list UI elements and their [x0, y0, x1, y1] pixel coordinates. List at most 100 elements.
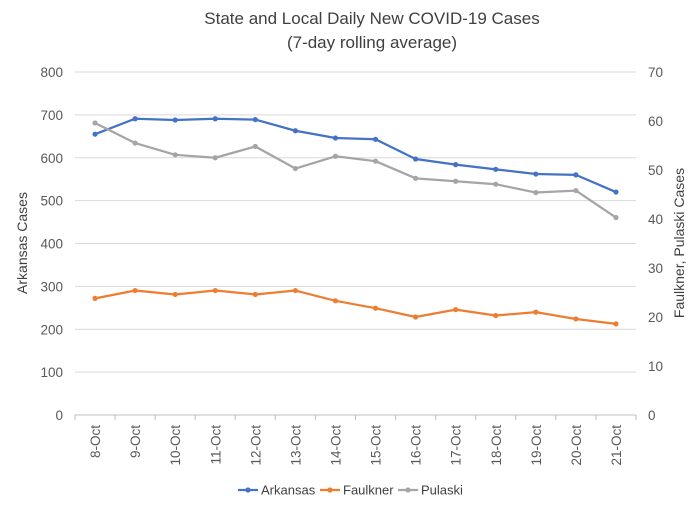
legend-item-pulaski: Pulaski [398, 483, 463, 498]
data-point-faulkner [292, 287, 298, 294]
y-tick-label: 100 [40, 365, 63, 380]
y-tick-label: 700 [40, 108, 63, 123]
data-point-faulkner [172, 291, 178, 298]
data-point-pulaski [132, 140, 138, 146]
data-point-faulkner [212, 287, 218, 294]
y2-tick-label: 30 [648, 261, 663, 276]
y2-tick-label: 50 [648, 163, 663, 178]
x-tick-label: 14-Oct [328, 425, 343, 466]
x-tick-label: 12-Oct [248, 425, 263, 466]
data-point-pulaski [292, 165, 298, 172]
legend-item-faulkner: Faulkner [320, 483, 394, 498]
data-point-pulaski [493, 181, 499, 187]
y-tick-label: 600 [40, 151, 63, 166]
x-tick-label: 15-Oct [369, 425, 384, 466]
data-point-arkansas [292, 128, 298, 134]
data-point-arkansas [493, 166, 499, 172]
legend-swatch-marker [245, 487, 251, 493]
data-point-arkansas [92, 131, 98, 137]
gridlines [75, 71, 636, 373]
x-tick-label: 21-Oct [609, 425, 624, 466]
chart-subtitle: (7-day rolling average) [287, 33, 457, 52]
y-tick-label: 800 [40, 65, 63, 80]
x-tick-label: 19-Oct [529, 425, 544, 466]
y2-tick-label: 10 [648, 359, 663, 374]
x-tick-label: 18-Oct [489, 425, 504, 466]
x-tick-label: 8-Oct [88, 425, 103, 458]
data-point-faulkner [533, 309, 539, 315]
data-point-faulkner [573, 316, 579, 322]
x-tick-label: 13-Oct [288, 425, 303, 466]
right-axis-ticks: 0 10 20 30 40 50 60 70 [648, 65, 663, 423]
series-faulkner [92, 287, 619, 327]
data-point-arkansas [132, 116, 138, 122]
data-point-faulkner [453, 307, 459, 313]
series-line-pulaski [94, 121, 617, 219]
data-point-pulaski [332, 153, 339, 159]
x-tick-label: 9-Oct [128, 425, 143, 458]
data-point-arkansas [372, 136, 379, 142]
data-point-arkansas [613, 189, 619, 195]
data-point-faulkner [92, 295, 98, 301]
legend-label: Pulaski [421, 483, 463, 498]
y-axis-title-right: Faulkner, Pulaski Cases [671, 168, 687, 318]
data-point-pulaski [212, 155, 218, 161]
y-tick-label: 400 [40, 237, 63, 252]
data-point-faulkner [332, 298, 339, 304]
data-point-pulaski [613, 214, 619, 221]
series-line-arkansas [94, 117, 617, 194]
chart-title: State and Local Daily New COVID-19 Cases [204, 9, 539, 28]
x-axis-ticks: 8-Oct 9-Oct 10-Oct 11-Oct 12-Oct 13-Oct 14-Oct… [74, 415, 637, 466]
data-point-pulaski [92, 120, 98, 126]
data-point-pulaski [413, 175, 419, 181]
y-axis-title-left: Arkansas Cases [14, 192, 30, 294]
data-point-arkansas [172, 117, 178, 123]
left-axis-ticks: 0 100 200 300 400 500 600 700 800 [40, 65, 63, 423]
data-point-arkansas [413, 156, 419, 162]
x-tick-label: 10-Oct [168, 425, 183, 466]
y2-tick-label: 40 [648, 212, 663, 227]
x-tick-label: 16-Oct [409, 425, 424, 466]
series-group [92, 116, 619, 327]
data-point-pulaski [573, 187, 579, 194]
data-point-faulkner [372, 305, 379, 311]
y2-tick-label: 0 [648, 408, 656, 423]
legend-label: Faulkner [343, 483, 394, 498]
data-point-pulaski [533, 189, 539, 196]
y2-tick-label: 70 [648, 65, 663, 80]
legend-item-arkansas: Arkansas [238, 483, 316, 498]
data-point-arkansas [212, 116, 218, 122]
legend-swatch-marker [405, 487, 411, 493]
data-point-arkansas [573, 172, 579, 178]
y2-tick-label: 60 [648, 114, 663, 129]
legend: Arkansas Faulkner Pulaski [238, 483, 463, 498]
x-tick-label: 20-Oct [569, 425, 584, 466]
legend-label: Arkansas [261, 483, 316, 498]
series-arkansas [92, 116, 619, 195]
data-point-pulaski [252, 143, 258, 150]
data-point-faulkner [613, 321, 619, 327]
data-point-pulaski [372, 158, 379, 164]
y-tick-label: 0 [55, 408, 63, 423]
data-point-faulkner [252, 291, 258, 298]
data-point-faulkner [132, 287, 138, 294]
data-point-pulaski [172, 152, 178, 158]
series-pulaski [92, 120, 619, 221]
x-tick-label: 17-Oct [449, 425, 464, 466]
data-point-faulkner [413, 314, 419, 320]
data-point-arkansas [332, 135, 339, 141]
y-tick-label: 500 [40, 194, 63, 209]
x-tick-label: 11-Oct [208, 425, 223, 465]
series-line-faulkner [94, 289, 617, 325]
y-tick-label: 300 [40, 279, 63, 294]
data-point-arkansas [453, 162, 459, 168]
y-tick-label: 200 [40, 322, 63, 337]
y2-tick-label: 20 [648, 310, 663, 325]
legend-swatch-marker [327, 487, 333, 493]
data-point-arkansas [252, 116, 258, 123]
data-point-pulaski [453, 178, 459, 184]
data-point-arkansas [533, 171, 539, 177]
data-point-faulkner [493, 312, 499, 319]
